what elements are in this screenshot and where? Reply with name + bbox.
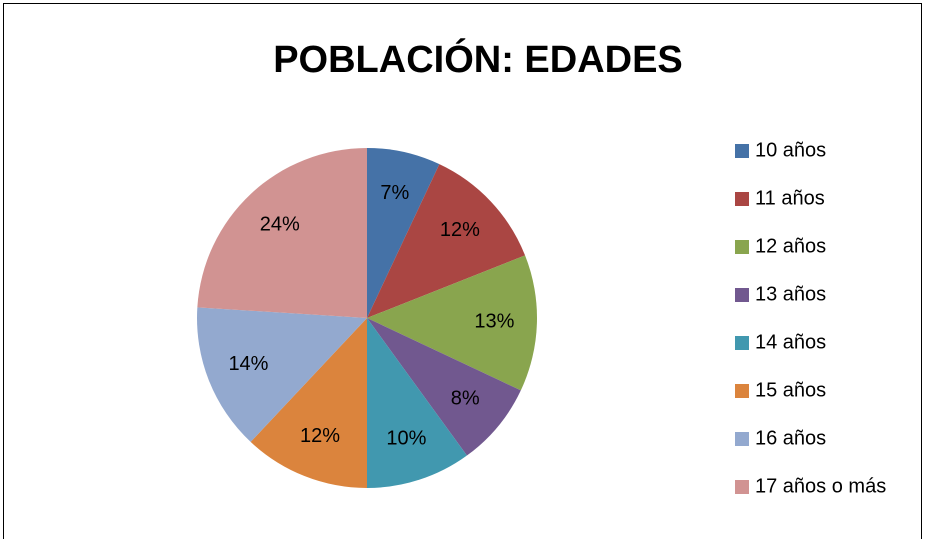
legend-swatch — [735, 144, 749, 158]
slice-label: 8% — [451, 388, 480, 410]
legend-label: 14 años — [755, 331, 826, 353]
legend-label: 12 años — [755, 235, 826, 257]
legend-label: 11 años — [755, 187, 825, 209]
pie-slice — [367, 318, 467, 488]
legend-label: 15 años — [755, 379, 826, 401]
legend-label: 16 años — [755, 427, 826, 449]
slice-label: 7% — [380, 182, 409, 204]
pie-slice — [367, 148, 440, 318]
legend-label: 10 años — [755, 139, 826, 161]
legend-swatch — [735, 192, 749, 206]
pie-slice — [367, 164, 526, 318]
legend-swatch — [735, 384, 749, 398]
legend-swatch — [735, 240, 749, 254]
slice-label: 13% — [474, 310, 514, 332]
legend-label: 13 años — [755, 283, 826, 305]
legend-swatch — [735, 336, 749, 350]
legend-label: 17 años o más — [755, 475, 886, 497]
slice-label: 10% — [386, 428, 426, 450]
slice-label: 14% — [228, 353, 268, 375]
pie-slice — [367, 318, 521, 456]
legend-swatch — [735, 432, 749, 446]
slice-label: 24% — [260, 213, 300, 235]
pie-slice — [250, 318, 367, 488]
slice-label: 12% — [440, 219, 480, 241]
pie-slice — [367, 255, 538, 391]
chart-title: POBLACIÓN: EDADES — [273, 37, 683, 81]
pie-slice — [197, 148, 367, 318]
legend-swatch — [735, 288, 749, 302]
slice-label: 12% — [300, 425, 340, 447]
pie-slice — [196, 307, 367, 442]
legend-swatch — [735, 480, 749, 494]
